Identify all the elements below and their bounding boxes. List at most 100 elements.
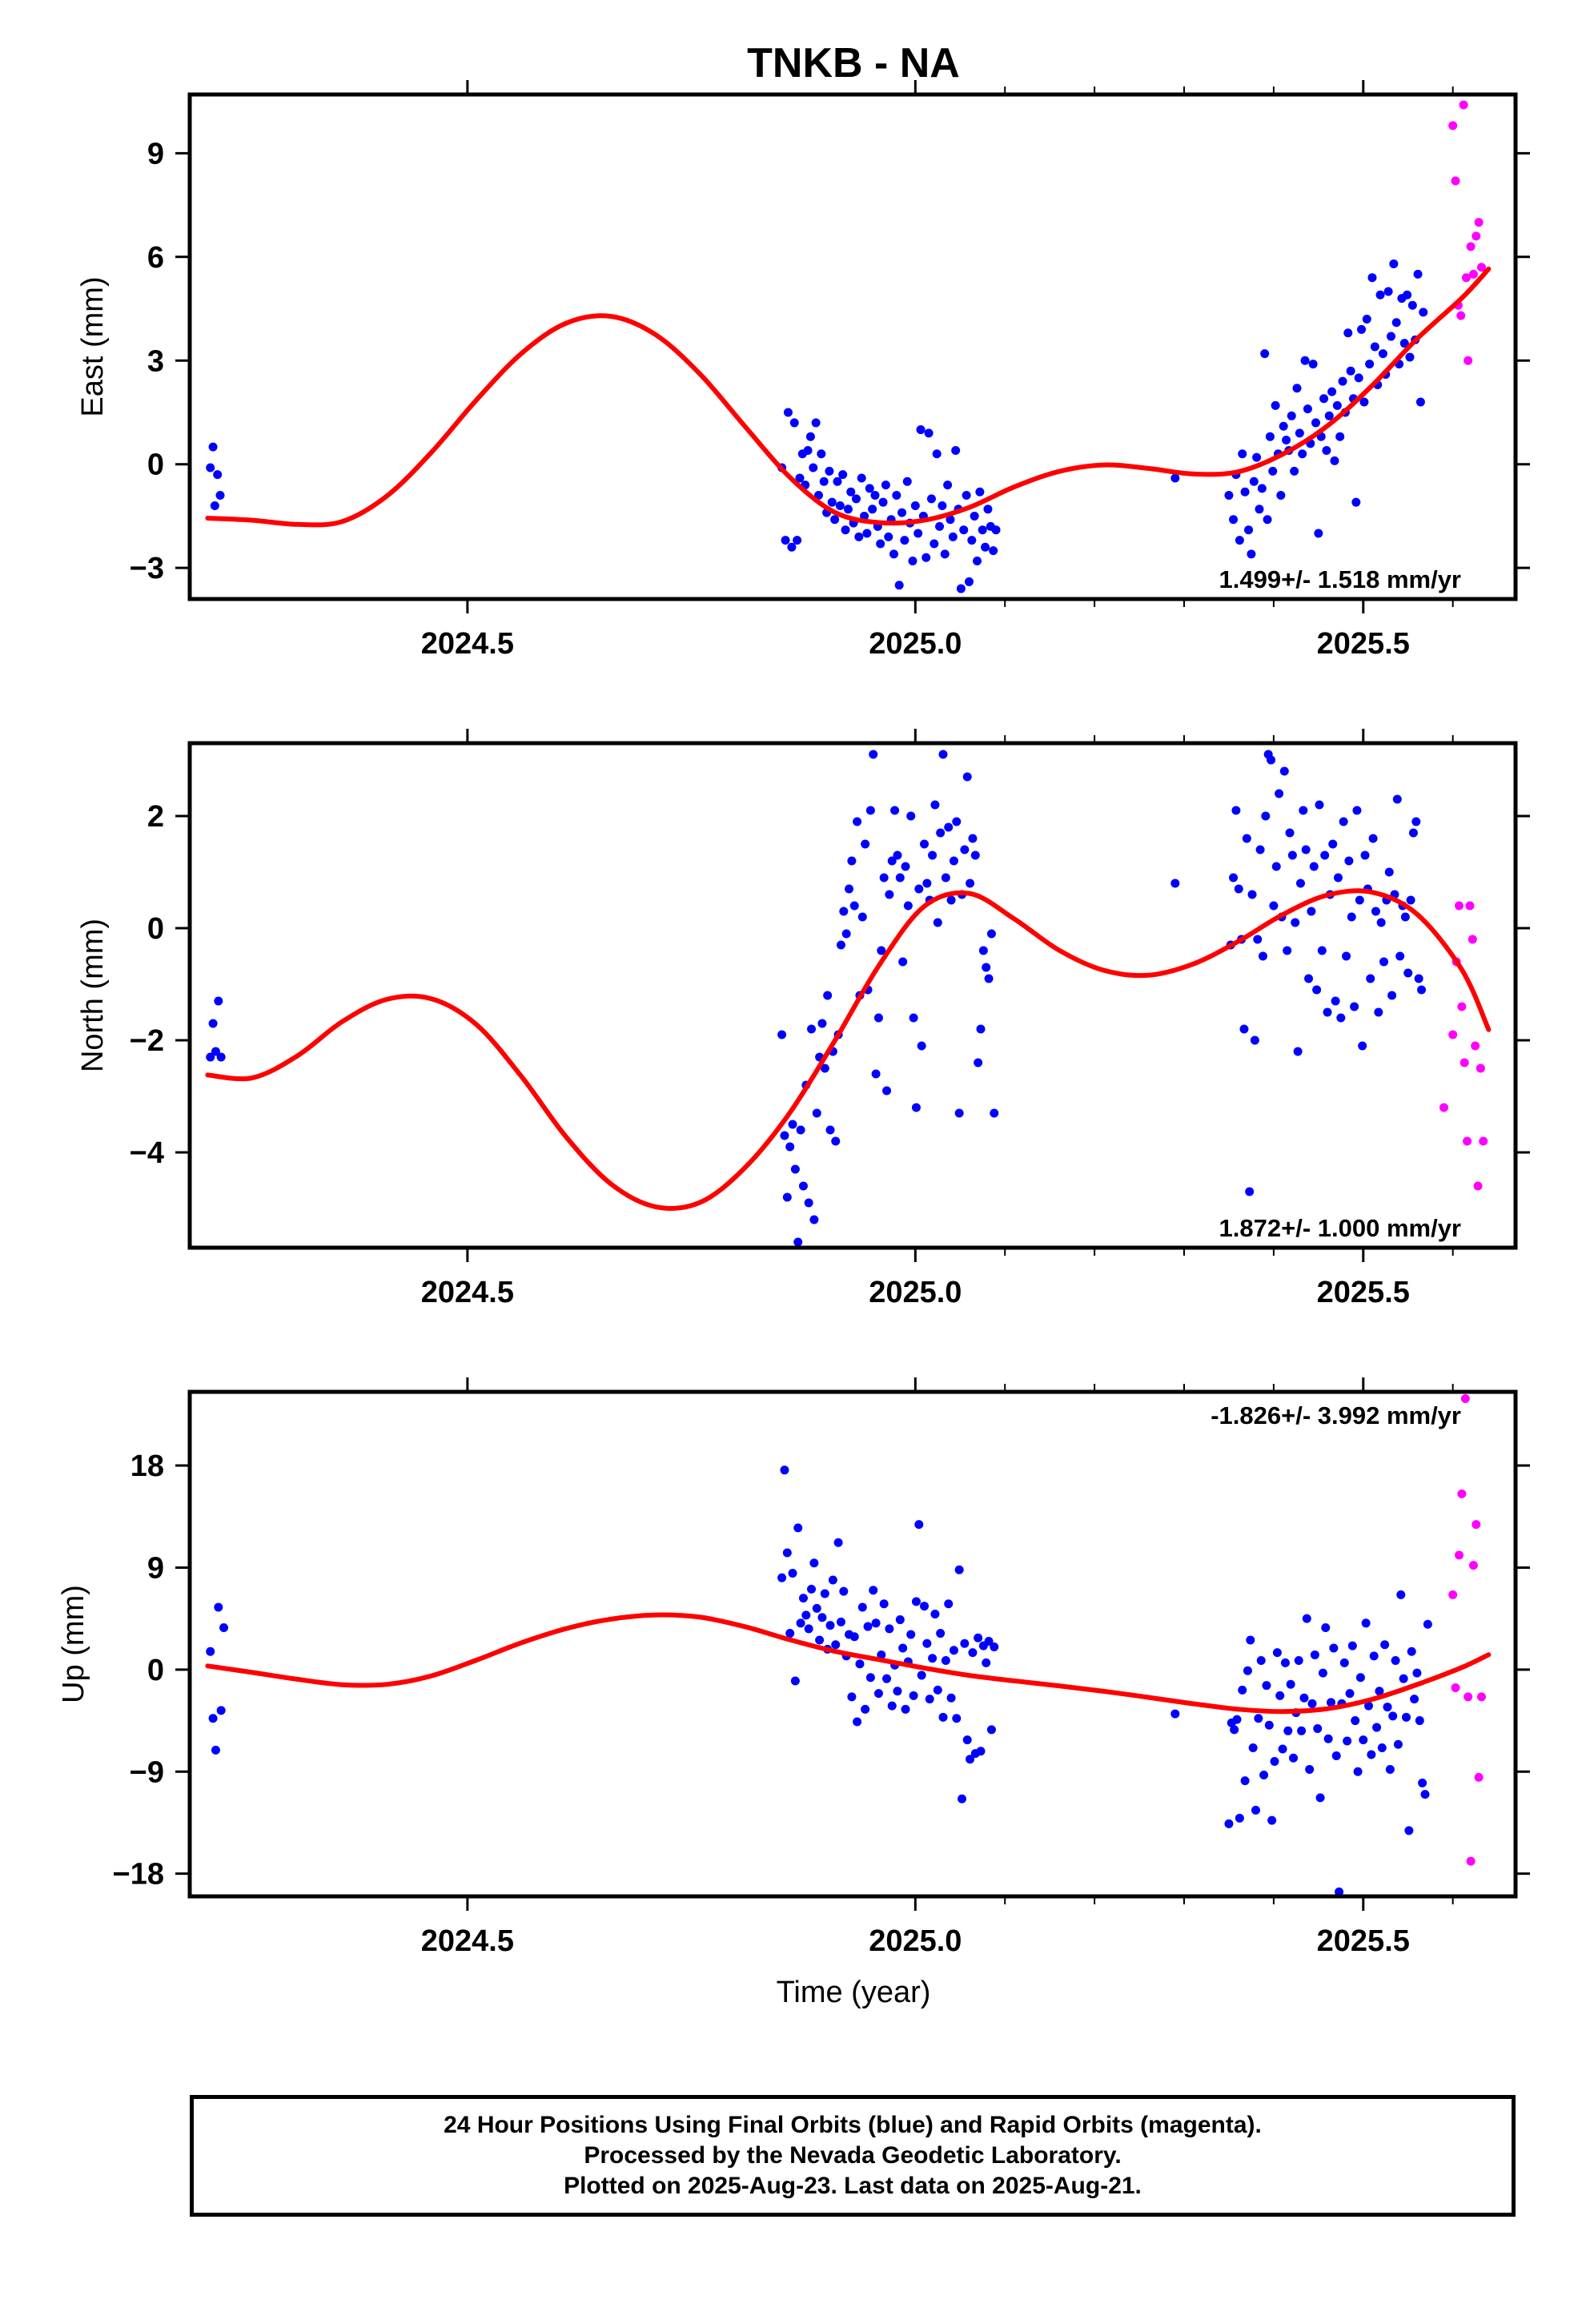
fit-curve [205, 888, 1492, 1211]
final-orbit-point [933, 918, 942, 927]
final-orbit-point [861, 1704, 870, 1714]
final-orbit-point [836, 940, 845, 950]
final-orbit-point [952, 817, 962, 826]
final-orbit-point [916, 425, 926, 435]
final-orbit-point [1243, 1666, 1252, 1675]
final-orbit-point [1290, 466, 1299, 476]
final-orbit-point [216, 1706, 226, 1715]
final-orbit-point [966, 879, 975, 888]
final-orbit-point [1272, 1648, 1282, 1658]
final-orbit-point [789, 418, 799, 428]
final-orbit-point [922, 1638, 932, 1648]
final-orbit-point [1415, 397, 1425, 407]
final-orbit-point [924, 428, 934, 438]
final-orbit-point [913, 529, 923, 538]
final-orbit-point [1374, 1007, 1383, 1017]
y-axis-label: North (mm) [76, 919, 110, 1072]
final-orbit-point [788, 1120, 797, 1129]
final-orbit-point [910, 501, 920, 510]
final-orbit-point [1271, 400, 1280, 410]
final-orbit-point [833, 476, 842, 486]
final-orbit-point [885, 890, 894, 899]
final-orbit-point [807, 1584, 817, 1594]
final-orbit-point [812, 1603, 821, 1613]
final-orbit-point [946, 895, 956, 905]
final-orbit-point [1366, 974, 1375, 983]
y-tick-label: −4 [130, 1136, 164, 1170]
rapid-orbit-point [1474, 1772, 1484, 1782]
final-orbit-point [849, 1632, 859, 1642]
x-tick-label: 2025.5 [1317, 1276, 1410, 1309]
final-orbit-point [930, 800, 940, 810]
final-orbit-point [1367, 273, 1377, 283]
final-orbit-point [1287, 411, 1296, 420]
final-orbit-point [1333, 873, 1343, 883]
final-orbit-point [782, 1548, 792, 1558]
plot-panels: 2024.5 2025.0 2025.5 −3 0 3 6 9 East (mm) 1.499+/… [57, 80, 1530, 1958]
final-orbit-point [970, 850, 980, 860]
final-orbit-point [863, 1622, 873, 1631]
final-orbit-point [1280, 1658, 1290, 1667]
final-orbit-point [878, 497, 888, 507]
final-orbit-point [1298, 449, 1307, 459]
rapid-orbit-point [1466, 242, 1476, 251]
final-orbit-point [1384, 867, 1394, 877]
up-panel: 2024.5 2025.0 2025.5 −18 −9 0 9 18 Up (mm) -1.826… [57, 1377, 1530, 1958]
final-orbit-point [1410, 1695, 1419, 1704]
rapid-orbit-point [1473, 1181, 1483, 1191]
rapid-orbit-point [1448, 1590, 1458, 1599]
final-orbit-point [1351, 497, 1361, 507]
final-orbit-point [1379, 957, 1389, 967]
final-orbit-point [1261, 811, 1271, 821]
final-orbit-point [1353, 1767, 1363, 1776]
y-tick-label: 18 [130, 1449, 164, 1483]
final-orbit-point [885, 1624, 894, 1634]
final-orbit-point [817, 1019, 827, 1028]
final-orbit-point [811, 418, 821, 428]
final-orbit-point [780, 1131, 789, 1140]
final-orbit-point [890, 806, 900, 815]
final-orbit-point [1329, 1643, 1339, 1653]
final-orbit-point [819, 476, 829, 486]
final-orbit-point [962, 491, 971, 501]
y-tick-label: −2 [130, 1024, 164, 1058]
final-orbit-point [1287, 850, 1297, 860]
final-orbit-point [903, 901, 913, 911]
final-orbit-point [1380, 1640, 1390, 1650]
final-orbit-point [1369, 1651, 1379, 1661]
final-orbit-point [914, 1520, 924, 1530]
plot-frame [187, 92, 1518, 601]
final-orbit-point [1363, 1701, 1373, 1711]
final-orbit-point [1305, 1764, 1315, 1774]
final-orbit-point [920, 839, 930, 849]
rapid-orbit-point [1457, 1002, 1467, 1011]
final-orbit-point [841, 929, 851, 939]
final-orbit-point [966, 1755, 975, 1764]
y-tick-label: 6 [147, 241, 164, 275]
final-orbit-point [211, 1047, 220, 1056]
final-orbit-point [1375, 1687, 1384, 1696]
y-tick-label: 3 [147, 344, 164, 378]
final-orbit-point [809, 1558, 819, 1568]
rapid-orbit-point [1465, 901, 1475, 911]
final-orbit-point [1242, 834, 1251, 843]
final-orbit-point [865, 806, 875, 815]
final-orbit-point [1367, 1750, 1376, 1759]
final-orbit-point [1311, 418, 1320, 428]
final-orbit-point [1275, 789, 1284, 798]
final-orbit-point [898, 957, 908, 967]
final-orbit-point [836, 1617, 845, 1626]
final-orbit-point [946, 515, 955, 525]
final-orbit-point [780, 1466, 789, 1475]
final-orbit-point [838, 470, 848, 480]
final-orbit-point [1339, 1658, 1349, 1667]
final-orbit-point [839, 1586, 849, 1596]
final-orbit-point [208, 1019, 218, 1028]
final-orbit-point [989, 546, 998, 556]
final-orbit-point [1338, 376, 1347, 386]
final-orbit-point [1327, 1698, 1336, 1707]
rapid-orbit-point [1461, 273, 1471, 283]
final-orbit-point [1271, 862, 1281, 871]
y-axis-label: Up (mm) [57, 1585, 90, 1703]
final-orbit-point [958, 1794, 967, 1803]
